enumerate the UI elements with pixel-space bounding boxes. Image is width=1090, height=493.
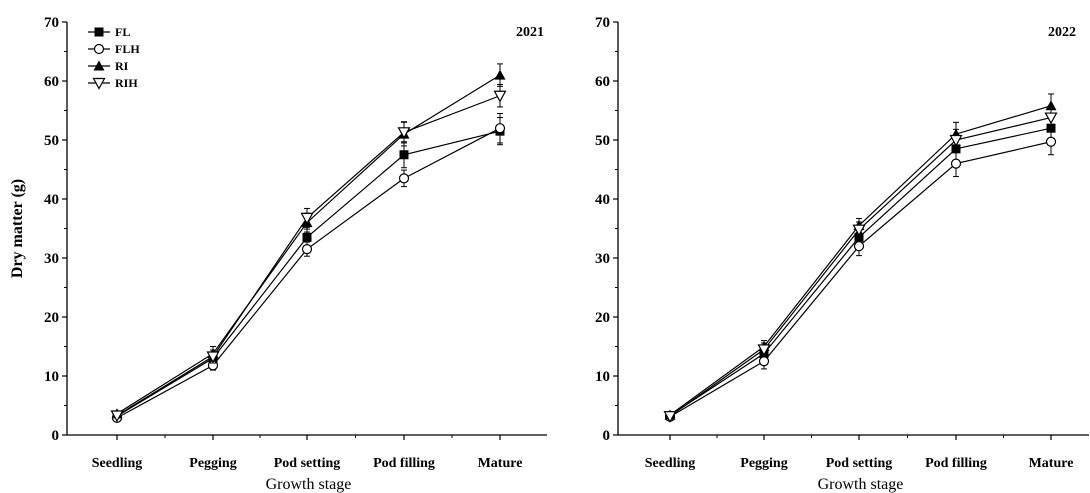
data-point-FLH (758, 356, 770, 367)
series-line-RIH (669, 116, 1052, 417)
x-axis-title: Growth stage (266, 476, 352, 493)
x-tick-label: Seedling (92, 456, 143, 471)
data-point-RIH (852, 224, 866, 237)
legend-label-FLH: FLH (115, 42, 140, 56)
series-RIH (110, 84, 507, 423)
chart-panel-2022: 0 10 20 30 40 50 60 70 Seedling Pegging Pod settin… (595, 15, 1089, 493)
data-point-RIH (949, 134, 963, 147)
series-FL (665, 114, 1056, 421)
legend-label-FL: FL (115, 25, 130, 39)
x-tick-label: Pegging (740, 456, 787, 471)
data-point-RIH (757, 344, 771, 357)
x-tick-label: Pod filling (925, 456, 987, 471)
legend-marker-RI (93, 60, 105, 71)
series-RIH (663, 105, 1058, 423)
series-line-RI (669, 105, 1052, 416)
y-tick-label: 50 (595, 133, 610, 149)
series-FLH (111, 112, 506, 423)
y-tick-label: 10 (595, 369, 610, 385)
year-annotation: 2021 (516, 25, 544, 40)
legend-marker-FL (94, 27, 104, 37)
legend-marker-FLH (93, 43, 105, 55)
data-point-RIH (300, 212, 314, 225)
year-annotation: 2022 (1048, 25, 1076, 40)
data-point-FL (302, 232, 312, 242)
x-tick-label: Pod setting (826, 456, 893, 471)
data-point-RI (494, 69, 506, 80)
data-point-RIH (206, 351, 220, 364)
y-tick-label: 20 (44, 310, 59, 326)
x-tick-label: Mature (1029, 456, 1074, 471)
y-axis-title: Dry matter (g) (9, 179, 26, 278)
data-point-RIH (493, 90, 507, 103)
data-point-FLH (1045, 136, 1057, 147)
data-point-RIH (397, 127, 411, 140)
legend-marker-RIH (92, 77, 106, 90)
data-point-FL (399, 150, 409, 160)
data-point-RIH (663, 411, 677, 423)
data-point-FLH (950, 158, 962, 169)
y-tick-label: 0 (603, 428, 611, 444)
data-point-FLH (853, 241, 865, 252)
y-tick-label: 70 (44, 15, 59, 31)
series-FL (112, 117, 505, 421)
series-RI (664, 93, 1057, 420)
y-tick-label: 60 (44, 74, 59, 90)
series-line-RIH (116, 95, 501, 417)
y-tick-label: 40 (595, 192, 610, 208)
x-tick-label: Seedling (645, 456, 696, 471)
series-line-FL (669, 127, 1052, 417)
x-tick-label: Pod setting (274, 456, 341, 471)
series-FLH (664, 128, 1057, 422)
series-line-FLH (116, 127, 501, 419)
data-point-FLH (398, 173, 410, 184)
y-tick-label: 50 (44, 133, 59, 149)
x-tick-label: Mature (478, 456, 523, 471)
legend-label-RIH: RIH (115, 76, 138, 90)
y-tick-label: 0 (52, 428, 60, 444)
y-tick-label: 70 (595, 15, 610, 31)
legend-label-RI: RI (115, 59, 129, 73)
chart-panel-2021: 0 10 20 30 40 50 60 70 Seedling Pegging Pod settin… (9, 15, 547, 493)
y-tick-label: 30 (595, 251, 610, 267)
y-tick-label: 30 (44, 251, 59, 267)
legend: FL FLH RI RIH (88, 25, 140, 90)
x-axis-title: Growth stage (818, 476, 904, 493)
data-point-FLH (301, 244, 313, 255)
x-tick-label: Pod filling (373, 456, 435, 471)
y-tick-label: 20 (595, 310, 610, 326)
data-point-RIH (1044, 112, 1058, 125)
y-tick-label: 60 (595, 74, 610, 90)
y-tick-label: 10 (44, 369, 59, 385)
data-point-FLH (494, 123, 506, 134)
series-line-FL (116, 130, 501, 417)
x-tick-label: Pegging (189, 456, 236, 471)
y-tick-label: 40 (44, 192, 59, 208)
data-point-RIH (110, 410, 124, 423)
